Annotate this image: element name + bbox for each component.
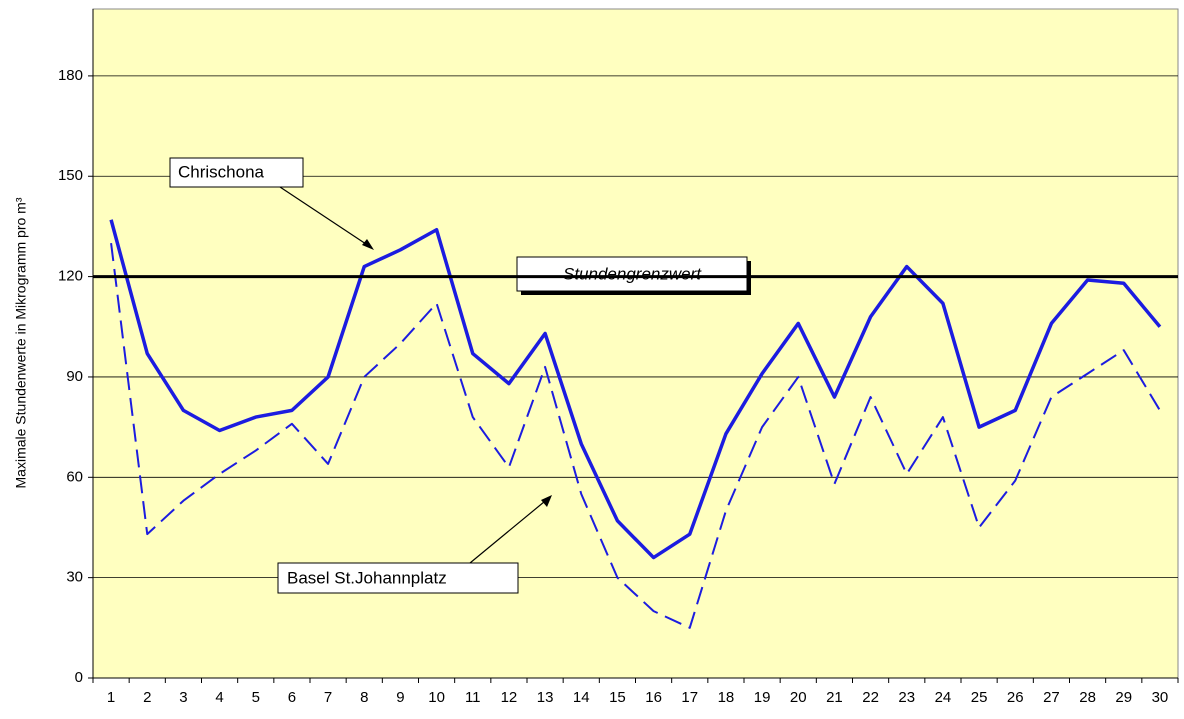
x-tick-label: 2 (143, 689, 151, 706)
x-tick-label: 23 (898, 689, 915, 706)
y-tick-label: 30 (66, 569, 83, 586)
x-tick-label: 16 (645, 689, 662, 706)
x-tick-label: 21 (826, 689, 843, 706)
series-line (109, 219, 1162, 560)
threshold-box (516, 256, 748, 292)
x-tick-label: 11 (465, 689, 481, 706)
y-tick-label: 180 (58, 67, 83, 84)
x-tick-label: 28 (1079, 689, 1096, 706)
x-tick-label: 27 (1043, 689, 1060, 706)
annotation: Basel St.Johannplatz (287, 568, 447, 587)
arrow-head (541, 495, 552, 507)
x-tick-label: 18 (718, 689, 735, 706)
x-tick-label: 14 (573, 689, 590, 706)
x-tick-label: 6 (288, 689, 296, 706)
arrow (469, 496, 551, 564)
x-tick-label: 8 (360, 689, 368, 706)
x-tick-label: 17 (681, 689, 698, 706)
y-tick-label: 120 (58, 268, 83, 285)
arrow-head (362, 239, 374, 250)
series-line (110, 243, 1161, 629)
y-tick-label: 60 (66, 468, 83, 485)
threshold-label: Stundengrenzwert (563, 264, 702, 283)
arrow (279, 186, 373, 249)
x-tick-label: 3 (179, 689, 187, 706)
x-tick-label: 25 (971, 689, 988, 706)
y-tick-label: 150 (58, 167, 83, 184)
y-axis-label: Maximale Stundenwerte in Mikrogramm pro … (13, 197, 29, 488)
annotation-box (169, 157, 304, 188)
annotation: Chrischona (178, 162, 265, 181)
x-tick-label: 12 (501, 689, 518, 706)
x-tick-label: 29 (1115, 689, 1132, 706)
x-tick-label: 10 (428, 689, 445, 706)
x-tick-label: 1 (107, 689, 115, 706)
x-tick-label: 4 (215, 689, 223, 706)
x-tick-label: 19 (754, 689, 771, 706)
plot-area (92, 8, 1179, 679)
x-tick-label: 5 (252, 689, 260, 706)
y-tick-label: 90 (66, 368, 83, 385)
y-tick-label: 0 (75, 669, 83, 686)
x-tick-label: 9 (396, 689, 404, 706)
x-tick-label: 13 (537, 689, 554, 706)
x-tick-label: 30 (1152, 689, 1169, 706)
x-tick-label: 24 (935, 689, 952, 706)
x-tick-label: 7 (324, 689, 332, 706)
x-tick-label: 26 (1007, 689, 1024, 706)
x-tick-label: 20 (790, 689, 807, 706)
lines (109, 219, 1162, 629)
x-tick-label: 22 (862, 689, 879, 706)
x-tick-label: 15 (609, 689, 626, 706)
annotation-box (277, 562, 519, 594)
